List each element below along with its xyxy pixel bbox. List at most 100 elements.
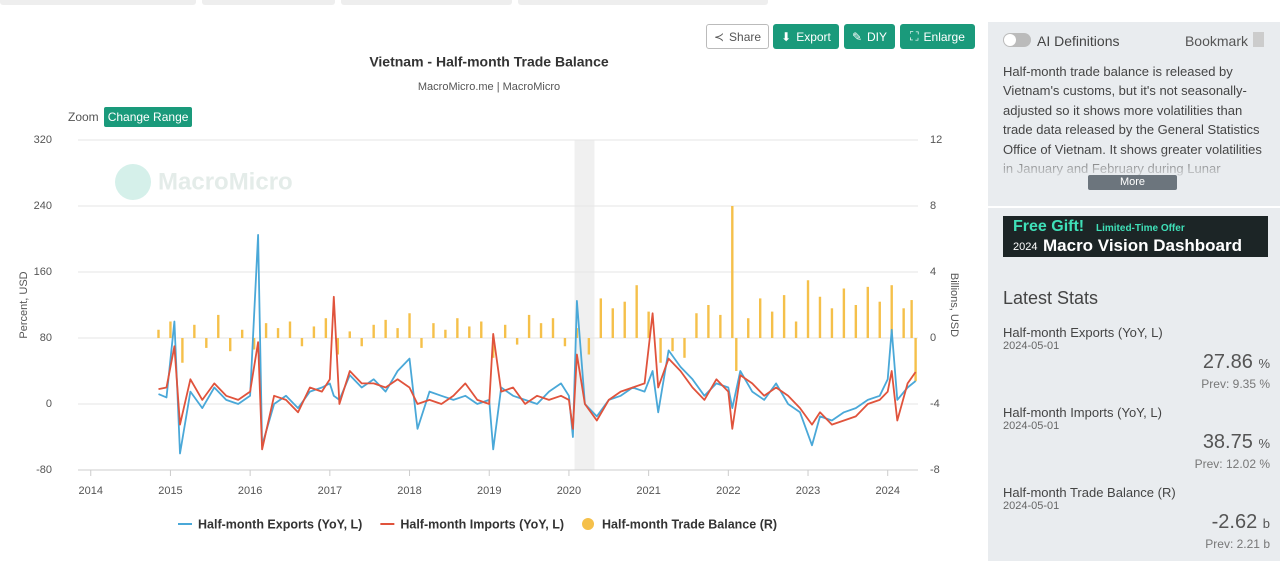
bar [878,301,881,338]
bar [659,338,662,363]
watermark-logo [115,164,151,200]
diy-button[interactable]: ✎ DIY [844,24,895,49]
bar [217,314,220,338]
stat-prev: Prev: 2.21 b [1205,537,1270,551]
legend-label: Half-month Trade Balance (R) [602,517,777,531]
y2-tick-label: 4 [930,266,936,278]
bar [360,338,363,347]
banner[interactable]: Free Gift! Limited-Time Offer 2024 Macro… [1003,216,1268,257]
bar [806,280,810,338]
line [158,234,917,455]
y2-axis-label: Billions, USD [948,273,960,337]
bar [759,298,762,338]
banner-name: Macro Vision Dashboard [1043,236,1243,255]
bar [902,308,905,338]
bar [671,338,674,352]
banner-offer: Limited-Time Offer [1096,223,1185,234]
bar [866,286,869,338]
bar [735,338,738,371]
bar [240,329,244,338]
enlarge-button[interactable]: ⛶ Enlarge [900,24,975,49]
stat-date: 2024-05-01 [1003,420,1060,432]
bar [456,318,459,338]
bar [830,308,834,338]
label: Share [729,29,762,44]
y-tick-label: -80 [36,464,52,476]
toggle-knob [1004,34,1016,46]
tab[interactable] [0,0,196,5]
label: DIY [867,29,888,44]
bar [193,324,196,338]
y2-tick-label: -4 [930,398,940,410]
bar [312,326,316,338]
line [158,295,917,451]
stat-prev: Prev: 9.35 % [1201,377,1270,391]
stat-number: 27.86 [1202,351,1253,373]
y2-tick-label: -8 [930,464,940,476]
stat-value: -2.62 b [1212,511,1270,534]
share-button[interactable]: ≺ Share [706,24,769,49]
x-tick-label: 2021 [636,485,660,497]
x-tick-label: 2023 [796,485,820,497]
bar [300,338,304,347]
stat-name: Half-month Trade Balance (R) [1003,485,1176,500]
y-tick-label: 320 [34,134,52,146]
x-tick-label: 2014 [79,485,103,497]
tab[interactable] [518,0,768,5]
bar [444,329,447,338]
y2-tick-label: 12 [930,134,942,146]
bar [169,321,172,338]
icon: ⛶ [910,29,919,43]
bar [782,295,786,338]
bar [324,318,328,338]
bar [205,338,208,348]
side-panel: AI Definitions Bookmark Half-month trade… [988,22,1280,561]
bookmark-icon[interactable] [1253,32,1264,47]
bar [372,324,375,338]
chart: Vietnam - Half-month Trade Balance Macro… [18,54,960,532]
y-tick-label: 0 [46,398,52,410]
y-tick-label: 240 [34,200,52,212]
bar [503,324,507,338]
x-tick-label: 2020 [557,485,581,497]
bar [910,300,913,338]
icon: ✎ [851,29,863,44]
x-tick-label: 2016 [238,485,262,497]
x-tick-label: 2022 [716,485,740,497]
bar [551,318,555,338]
export-button[interactable]: ⬇ Export [773,24,839,49]
bar [683,338,686,358]
tab[interactable] [341,0,512,5]
bar [276,328,280,338]
x-tick-label: 2024 [875,485,899,497]
bar [611,308,614,338]
bar [348,331,351,338]
stat-date: 2024-05-01 [1003,340,1060,352]
stat: Half-month Imports (YoY, L) 2024-05-01 38.… [1003,405,1270,475]
stat: Half-month Trade Balance (R) 2024-05-01 -2… [1003,485,1270,555]
bar [587,338,591,355]
bar [396,328,399,338]
bar [635,285,638,338]
bar [336,338,340,355]
stat: Half-month Exports (YoY, L) 2024-05-01 27.… [1003,325,1270,395]
bar [420,338,423,348]
bar [818,296,822,338]
y-axis-label: Percent, USD [18,271,30,338]
bar [288,321,292,338]
bar [408,313,411,338]
more-button[interactable]: More [1088,175,1177,190]
icon: ⬇ [781,29,792,44]
change-range-button[interactable]: Change Range [103,107,193,127]
x-tick-label: 2018 [397,485,421,497]
bookmark[interactable]: Bookmark [1184,33,1248,49]
tab[interactable] [202,0,335,5]
stat-unit: % [1258,356,1270,371]
toggle[interactable] [1003,33,1031,47]
icon: ≺ [713,29,725,44]
bar [794,321,798,338]
shaded-range [574,140,595,470]
banner-year: 2024 [1013,241,1038,253]
bar [480,321,483,338]
